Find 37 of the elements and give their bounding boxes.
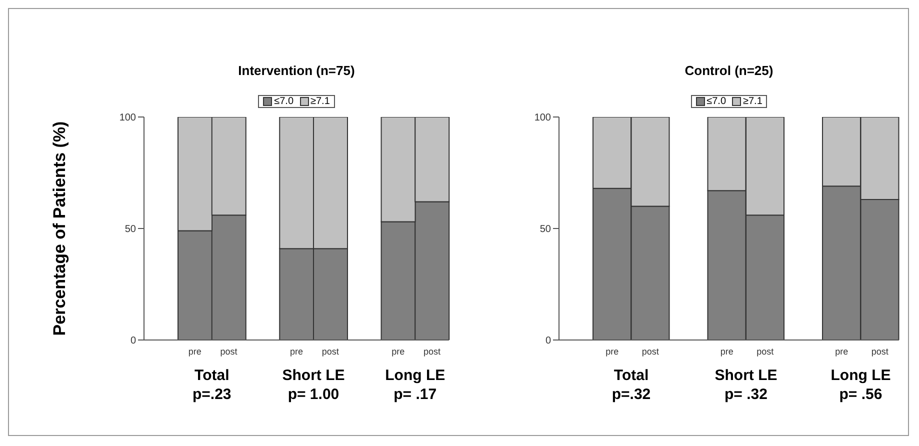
legend-label: ≤7.0 <box>273 96 294 107</box>
text: Short LE <box>714 367 778 384</box>
text: Short LE <box>281 367 346 384</box>
x-tick-label: post <box>424 346 442 356</box>
text: Long LE <box>830 367 892 384</box>
x-tick-label: post <box>642 346 660 356</box>
chart-title: Intervention (n=75) <box>237 63 356 78</box>
x-tick-label: pre <box>606 346 619 356</box>
y-tick-label: 0 <box>130 336 136 347</box>
text: p= .56 <box>838 386 884 403</box>
x-tick-label: pre <box>188 346 202 356</box>
text: p=.32 <box>610 386 652 403</box>
x-tick-label: pre <box>290 346 304 356</box>
x-tick-label: post <box>756 346 774 356</box>
legend-label: ≥7.1 <box>310 96 330 107</box>
y-tick-label: 100 <box>119 112 136 124</box>
legend-label: ≥7.1 <box>742 96 762 107</box>
text: p= .32 <box>724 386 768 403</box>
text: p=.23 <box>191 386 232 403</box>
text: p= .17 <box>392 386 438 403</box>
text: p= 1.00 <box>286 386 340 403</box>
chart-title: Control (n=25) <box>684 63 774 78</box>
x-tick-label: pre <box>392 346 405 356</box>
legend-label: ≤7.0 <box>706 96 726 107</box>
text: Total <box>194 367 230 384</box>
y-axis-title: Percentage of Patients (%) <box>50 121 70 336</box>
y-tick-label: 50 <box>124 224 136 236</box>
x-tick-label: pre <box>720 346 734 356</box>
text: Long LE <box>384 367 446 384</box>
x-tick-label: post <box>322 346 340 356</box>
x-tick-label: pre <box>835 346 848 356</box>
y-tick-label: 100 <box>534 112 552 124</box>
y-tick-label: 50 <box>540 224 552 236</box>
text: Total <box>612 367 650 384</box>
x-tick-label: post <box>871 346 889 356</box>
y-tick-label: 0 <box>545 336 552 347</box>
x-tick-label: post <box>220 346 238 356</box>
